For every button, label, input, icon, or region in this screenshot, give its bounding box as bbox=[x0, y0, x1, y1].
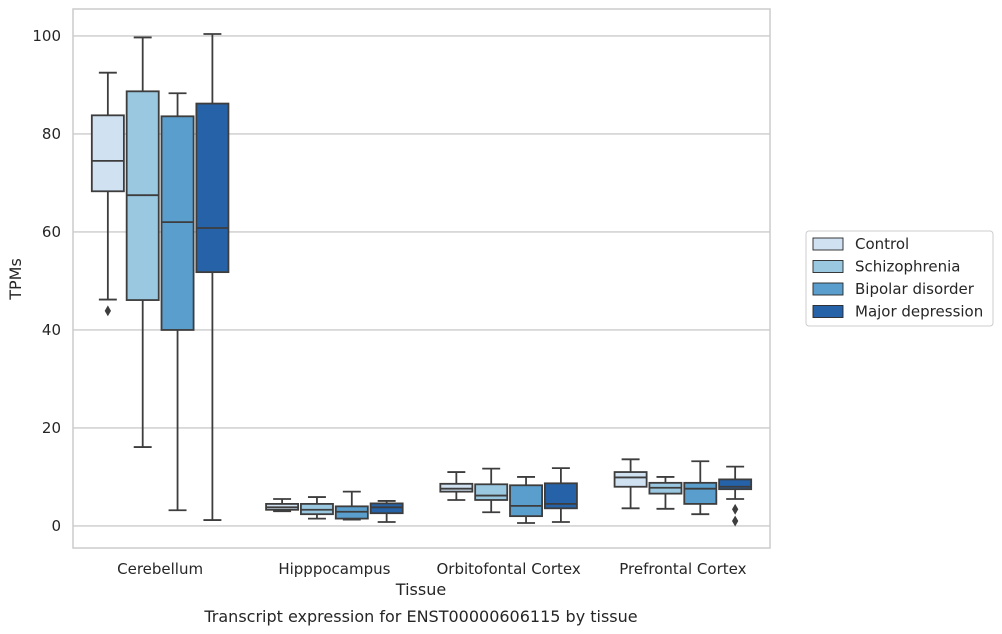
box-schizophrenia bbox=[474, 467, 509, 514]
box-control bbox=[265, 498, 300, 513]
box-iqr bbox=[683, 481, 718, 505]
outlier-point bbox=[732, 503, 739, 515]
y-tick-label: 100 bbox=[32, 27, 61, 45]
box-bipolar-disorder bbox=[683, 460, 718, 516]
y-tick-label: 0 bbox=[51, 517, 61, 535]
box-major-depression bbox=[195, 33, 230, 521]
box-control bbox=[90, 71, 125, 317]
y-tick-label: 40 bbox=[42, 321, 61, 339]
legend-swatch bbox=[812, 305, 844, 318]
y-tick-label: 60 bbox=[42, 223, 61, 241]
x-tick-label: Hipppocampus bbox=[278, 560, 390, 578]
box-bipolar-disorder bbox=[509, 476, 543, 524]
box-bipolar-disorder bbox=[334, 490, 369, 521]
plot-frame bbox=[72, 8, 771, 549]
legend-swatch bbox=[812, 282, 844, 296]
x-axis-label: Tissue bbox=[395, 580, 446, 599]
box-iqr bbox=[474, 483, 509, 501]
y-tick-labels: 0 20 40 60 80 100 bbox=[32, 27, 61, 535]
box-iqr bbox=[195, 102, 230, 274]
box-control bbox=[613, 458, 648, 510]
x-tick-label: Prefrontal Cortex bbox=[619, 560, 746, 578]
x-tick-label: Cerebellum bbox=[117, 560, 203, 578]
box-schizophrenia bbox=[300, 496, 334, 520]
box-iqr bbox=[439, 482, 474, 493]
legend-label: Control bbox=[855, 235, 909, 253]
box-iqr bbox=[613, 471, 648, 488]
chart-caption: Transcript expression for ENST0000060611… bbox=[203, 607, 637, 626]
legend-swatch bbox=[812, 237, 844, 251]
box-iqr bbox=[718, 478, 753, 491]
y-axis-label: TPMs bbox=[6, 258, 25, 301]
outlier-point bbox=[104, 305, 111, 317]
box-layer bbox=[90, 33, 753, 527]
legend-label: Bipolar disorder bbox=[855, 280, 975, 298]
y-tick-label: 80 bbox=[42, 125, 61, 143]
box-iqr bbox=[160, 115, 195, 331]
box-schizophrenia bbox=[648, 476, 683, 510]
legend-label: Schizophrenia bbox=[855, 258, 960, 276]
y-tick-label: 20 bbox=[42, 419, 61, 437]
box-schizophrenia bbox=[125, 36, 160, 448]
box-major-depression bbox=[369, 500, 404, 523]
box-major-depression bbox=[543, 467, 578, 523]
box-iqr bbox=[90, 114, 125, 193]
x-tick-label: Orbitofontal Cortex bbox=[437, 560, 581, 578]
box-major-depression bbox=[718, 465, 753, 527]
legend-frame bbox=[805, 230, 994, 327]
outlier-point bbox=[732, 515, 739, 527]
legend: Control Schizophrenia Bipolar disorder Majo… bbox=[805, 230, 994, 327]
box-bipolar-disorder bbox=[160, 92, 195, 512]
box-control bbox=[439, 471, 474, 501]
box-iqr bbox=[369, 502, 404, 515]
legend-swatch bbox=[812, 260, 844, 273]
legend-label: Major depression bbox=[855, 303, 983, 321]
box-iqr bbox=[509, 484, 543, 518]
x-tick-labels: Cerebellum Hipppocampus Orbitofontal Corte… bbox=[117, 560, 746, 578]
